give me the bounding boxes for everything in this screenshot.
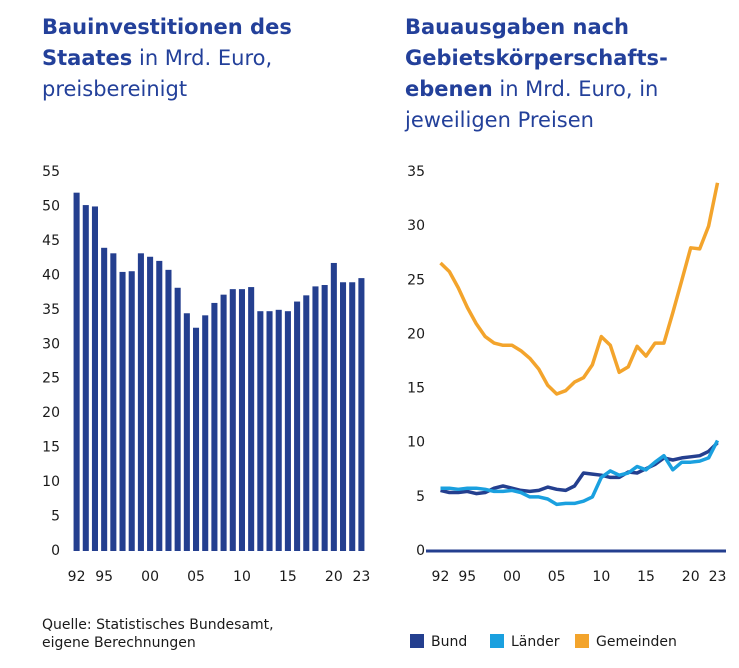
bar — [119, 271, 126, 551]
bar — [321, 285, 328, 551]
x-tick-label: 15 — [279, 569, 297, 585]
bar — [238, 289, 246, 551]
x-tick-label: 05 — [548, 569, 566, 585]
legend-swatch — [490, 634, 504, 648]
bar — [82, 205, 89, 552]
y-tick-label: 35 — [42, 302, 60, 318]
bar — [312, 286, 319, 551]
x-tick-label: 10 — [592, 569, 610, 585]
bar — [183, 313, 190, 551]
bar — [110, 253, 117, 551]
x-tick-label: 15 — [637, 569, 655, 585]
y-tick-label: 25 — [407, 272, 425, 288]
y-tick-label: 10 — [42, 474, 60, 490]
y-tick-label: 20 — [42, 405, 60, 421]
bar — [257, 311, 264, 551]
x-tick-label: 20 — [325, 569, 343, 585]
left-title: Bauinvestitionen des Staates in Mrd. Eur… — [42, 12, 317, 105]
x-tick-label: 23 — [709, 569, 727, 585]
y-tick-label: 15 — [407, 381, 425, 397]
bar — [220, 294, 227, 551]
bar — [211, 302, 218, 551]
bar — [137, 253, 144, 551]
bar — [266, 311, 273, 551]
x-tick-label: 95 — [458, 569, 476, 585]
right-title: Bauausgaben nach Gebietskörperschafts­eb… — [405, 12, 725, 136]
bar — [156, 260, 163, 551]
bar — [294, 301, 301, 551]
x-tick-label: 00 — [503, 569, 521, 585]
y-tick-label: 0 — [51, 543, 60, 559]
bar — [284, 311, 291, 551]
line-series — [439, 182, 720, 396]
line-series — [440, 439, 720, 507]
x-tick-label: 00 — [141, 569, 159, 585]
y-tick-label: 55 — [42, 164, 60, 180]
bar — [192, 327, 200, 551]
y-tick-label: 30 — [407, 218, 425, 234]
bar — [128, 271, 135, 551]
bar — [174, 287, 181, 551]
y-tick-label: 30 — [42, 336, 60, 352]
legend-label: Länder — [511, 634, 560, 650]
bar — [73, 192, 80, 551]
bar — [229, 289, 236, 551]
bar — [275, 309, 282, 551]
bar — [248, 287, 255, 551]
y-tick-label: 40 — [42, 267, 60, 283]
bar — [303, 295, 310, 551]
y-tick-label: 5 — [416, 489, 425, 505]
y-tick-label: 35 — [407, 164, 425, 180]
x-tick-label: 92 — [432, 569, 450, 585]
title-rest: in Mrd. Euro, preisbereinigt — [42, 46, 273, 101]
x-tick-label: 05 — [187, 569, 205, 585]
title-bold: Bauausgaben nach Gebietskörperschafts­eb… — [405, 15, 668, 101]
legend-label: Bund — [431, 634, 467, 650]
bar — [330, 262, 337, 551]
legend-label: Gemeinden — [596, 634, 677, 650]
y-tick-label: 50 — [42, 198, 60, 214]
y-tick-label: 20 — [407, 326, 425, 342]
line-series — [440, 441, 719, 496]
x-tick-label: 23 — [352, 569, 370, 585]
y-tick-label: 0 — [416, 543, 425, 559]
bar — [165, 269, 172, 551]
y-tick-label: 25 — [42, 371, 60, 387]
bar — [101, 247, 108, 552]
bar — [349, 282, 356, 551]
x-tick-label: 20 — [682, 569, 700, 585]
bar — [339, 282, 347, 551]
title-rest: in Mrd. Euro, in jeweiligen Preisen — [405, 77, 659, 132]
y-tick-label: 45 — [42, 233, 60, 249]
source: Quelle: Statistisches Bundesamt, — [42, 617, 274, 633]
bar — [91, 206, 99, 552]
x-tick-label: 95 — [95, 569, 113, 585]
x-tick-label: 92 — [68, 569, 86, 585]
y-tick-label: 10 — [407, 435, 425, 451]
y-tick-label: 15 — [42, 440, 60, 456]
source: eigene Berechnungen — [42, 635, 196, 651]
bar — [147, 256, 154, 551]
bar — [358, 278, 365, 551]
title-bold: Bauinvestitionen des Staates — [42, 15, 292, 70]
x-tick-label: 10 — [233, 569, 251, 585]
bar — [202, 315, 209, 551]
legend-swatch — [575, 634, 589, 648]
legend-swatch — [410, 634, 424, 648]
y-tick-label: 5 — [51, 509, 60, 525]
